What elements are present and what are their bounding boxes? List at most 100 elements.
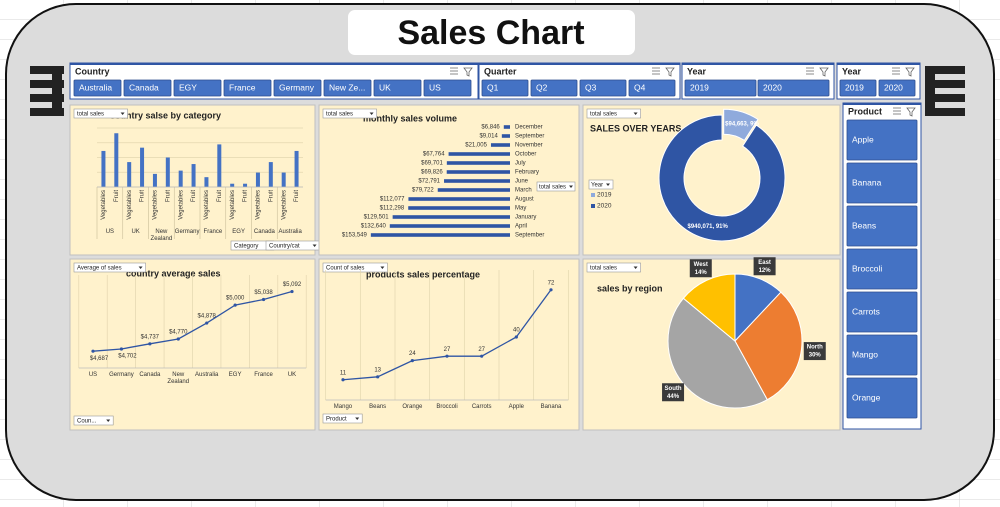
x-tick-label: Mango (333, 404, 353, 410)
field-button[interactable] (73, 415, 114, 426)
slicer-item-label[interactable]: UK (379, 82, 391, 92)
slicer-item[interactable] (481, 79, 529, 97)
label-box (753, 257, 776, 276)
chart-title: products sales percentage (366, 269, 480, 279)
field-button[interactable] (322, 413, 363, 424)
pie-slice (682, 273, 736, 343)
x-tick-label: Vegetables (230, 190, 236, 220)
data-label: $5,000 (226, 296, 245, 302)
slicer-item[interactable] (123, 79, 172, 97)
slicer-item-label[interactable]: Carrots (852, 306, 880, 316)
slicer-item[interactable] (846, 377, 918, 419)
slicer-item-label[interactable]: Q4 (634, 82, 646, 92)
data-label: $4,737 (141, 334, 160, 340)
slicer-item-label[interactable]: EGY (179, 82, 197, 92)
slicer-item[interactable] (579, 79, 627, 97)
y-tick-label: September (515, 134, 544, 140)
x-group-label: EGY (232, 229, 245, 235)
bar (501, 134, 510, 138)
field-button-label: total sales (77, 111, 104, 117)
slicer-item-label[interactable]: Mango (852, 349, 878, 359)
slicer-item-label[interactable]: Beans (852, 220, 876, 230)
field-button[interactable] (322, 108, 377, 119)
slicer-item-label[interactable]: 2019 (845, 82, 864, 92)
logo-left (30, 66, 64, 116)
slicer-item-label[interactable]: Orange (852, 392, 881, 402)
dropdown-arrow (138, 266, 143, 269)
field-button[interactable] (586, 108, 641, 119)
slicer-item[interactable] (273, 79, 322, 97)
slicer-item-label[interactable]: Broccoli (852, 263, 882, 273)
slicer-item[interactable] (530, 79, 578, 97)
slicer-item[interactable] (173, 79, 222, 97)
slicer-item[interactable] (757, 79, 830, 97)
bar (140, 147, 145, 187)
field-button[interactable] (73, 262, 146, 273)
data-label: 13 (374, 367, 381, 373)
x-tick-label: EGY (228, 372, 242, 378)
slicer-header (479, 63, 680, 65)
slicer-item-label[interactable]: Canada (129, 82, 159, 92)
value-label: $79,722 (412, 188, 434, 194)
slicer-header (682, 63, 834, 65)
x-tick-label: Broccoli (436, 404, 458, 410)
field-button-label: Count of sales (326, 265, 364, 271)
data-label-name: East (758, 260, 771, 266)
bar (268, 162, 273, 187)
point (261, 297, 266, 302)
data-label-name: South (665, 386, 682, 392)
bar (446, 170, 510, 174)
slicer-item-label[interactable]: US (429, 82, 441, 92)
x-tick-label: New Zealand (167, 372, 190, 385)
slicer-item[interactable] (846, 248, 918, 290)
slicer-item[interactable] (846, 334, 918, 376)
logo-right (925, 66, 965, 116)
slicer-item[interactable] (373, 79, 422, 97)
slicer-item[interactable] (846, 162, 918, 204)
slicer-item-label[interactable]: Q1 (487, 82, 499, 92)
x-tick-label: Orange (402, 404, 423, 410)
slicer-item-label[interactable]: Apple (852, 134, 874, 144)
slicer-item[interactable] (684, 79, 757, 97)
data-label: 14% (695, 270, 708, 276)
slicer-item-label[interactable]: Banana (852, 177, 882, 187)
slicer-item-label[interactable]: Australia (79, 82, 112, 92)
bar (243, 183, 248, 187)
slicer-item[interactable] (323, 79, 372, 97)
legend-button[interactable] (588, 179, 614, 190)
slicer-item[interactable] (878, 79, 916, 97)
y-tick-label: April (515, 224, 527, 230)
slicer-item[interactable] (628, 79, 676, 97)
y-tick-label: July (515, 161, 526, 167)
slicer-item[interactable] (846, 205, 918, 247)
slicer-item-label[interactable]: France (229, 82, 256, 92)
slicer-item[interactable] (423, 79, 472, 97)
legend-button[interactable] (536, 181, 576, 192)
slicer-item[interactable] (223, 79, 272, 97)
slicer-item[interactable] (846, 291, 918, 333)
slicer-item-label[interactable]: Q3 (585, 82, 597, 92)
dropdown-arrow (606, 183, 610, 186)
value-label: $153,549 (342, 233, 368, 239)
slicer-item[interactable] (846, 119, 918, 161)
slicer-item[interactable] (73, 79, 122, 97)
slicer-item-label[interactable]: New Ze... (329, 82, 365, 92)
field-button[interactable] (73, 108, 128, 119)
dropdown-arrow (106, 419, 111, 422)
data-label: $94,663, 9% (725, 121, 759, 127)
slicer-item-label[interactable]: 2020 (763, 82, 782, 92)
slicer-item-label[interactable]: Germany (279, 82, 315, 92)
field-button[interactable] (322, 262, 388, 273)
x-group-label: US (105, 229, 115, 235)
slicer-filter-icon (652, 67, 675, 77)
slicer-item-label[interactable]: 2020 (884, 82, 903, 92)
slicer-item[interactable] (839, 79, 877, 97)
slicer-item-label[interactable]: Q2 (536, 82, 548, 92)
field-button-label: total sales (590, 265, 617, 271)
slicer-item-label[interactable]: 2019 (690, 82, 709, 92)
bar (165, 157, 170, 187)
bar (255, 172, 260, 187)
x-tick-label: Vegetables (256, 190, 262, 220)
field-button[interactable] (586, 262, 641, 273)
field-button-label: total sales (326, 111, 353, 117)
